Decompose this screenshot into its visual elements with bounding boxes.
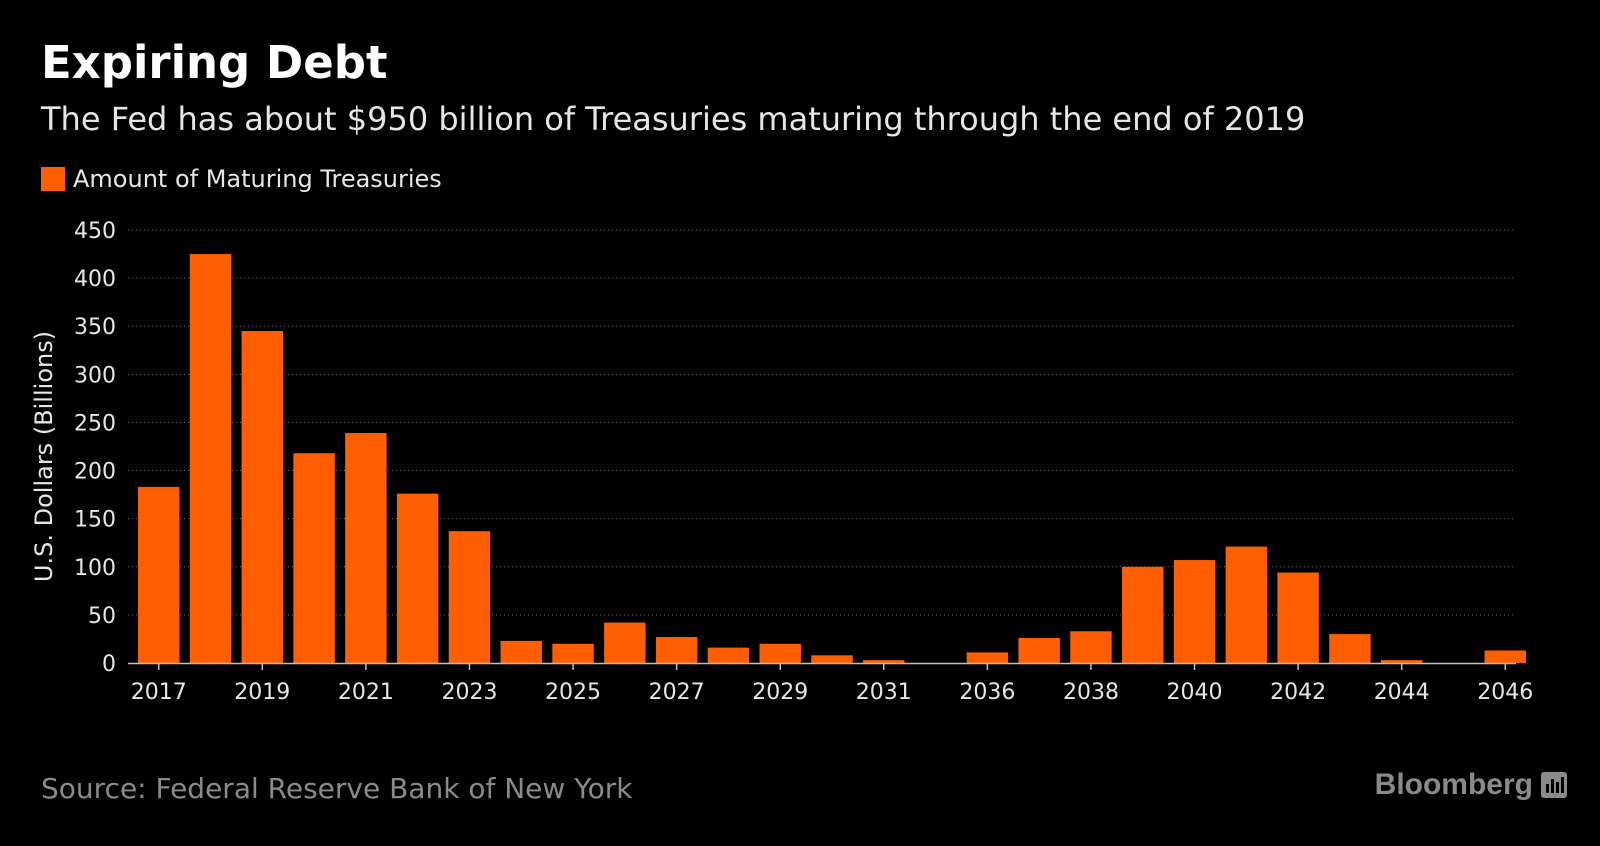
x-tick-label: 2021 (338, 680, 394, 705)
bar-chart-icon (1541, 772, 1567, 798)
bar-2040 (1173, 560, 1216, 663)
bar-2023 (448, 531, 491, 663)
y-tick-label: 200 (74, 460, 116, 485)
bar-2024 (500, 640, 542, 663)
x-tick-label: 2046 (1477, 680, 1533, 705)
bar-2029 (759, 643, 801, 663)
x-tick-label: 2025 (545, 680, 601, 705)
x-tick-label: 2040 (1167, 680, 1223, 705)
bars (138, 254, 1526, 664)
source-note: Source: Federal Reserve Bank of New York (41, 772, 633, 805)
chart-subtitle: The Fed has about $950 billion of Treasu… (41, 100, 1306, 138)
y-tick-label: 50 (88, 604, 116, 629)
legend-label: Amount of Maturing Treasuries (73, 165, 442, 193)
gridlines (128, 229, 1516, 616)
x-tick-label: 2042 (1270, 680, 1326, 705)
x-tick-label: 2031 (856, 680, 912, 705)
brand-name: Bloomberg (1374, 768, 1533, 801)
y-tick-label: 400 (74, 267, 116, 292)
bar-2037 (1018, 637, 1060, 663)
legend: Amount of Maturing Treasuries (41, 165, 442, 193)
y-tick-label: 300 (74, 363, 116, 388)
legend-swatch (41, 167, 65, 191)
chart-title: Expiring Debt (41, 36, 388, 89)
bar-2039 (1122, 566, 1164, 663)
bar-chart: 0 50 100 150 200 250 300 350 400 450 2017 2019 2021… (30, 219, 1533, 705)
bar-2017 (138, 486, 180, 663)
bar-2025 (552, 643, 594, 663)
y-tick-label: 150 (74, 508, 116, 533)
y-axis-label: U.S. Dollars (Billions) (30, 331, 58, 582)
y-tick-label: 100 (74, 556, 116, 581)
x-tick-label: 2044 (1374, 680, 1430, 705)
bar-2044 (1380, 660, 1423, 663)
bar-2028 (707, 647, 750, 663)
x-axis-ticks: 2017 2019 2021 2023 2025 2027 2029 2031 2036 2038… (131, 663, 1533, 705)
bar-2041 (1225, 546, 1268, 663)
x-tick-label: 2038 (1063, 680, 1119, 705)
y-axis-ticks: 0 50 100 150 200 250 300 350 400 450 (74, 219, 116, 677)
bar-2026 (604, 622, 646, 663)
x-tick-label: 2027 (649, 680, 705, 705)
y-tick-label: 350 (74, 315, 116, 340)
bar-2042 (1277, 572, 1319, 663)
bar-2018 (189, 254, 232, 664)
bar-2019 (241, 331, 284, 663)
bar-2043 (1329, 634, 1371, 663)
x-tick-label: 2029 (752, 680, 808, 705)
bar-2020 (293, 453, 335, 663)
bar-2038 (1070, 631, 1112, 663)
brand-logo: Bloomberg (1375, 768, 1567, 802)
y-tick-label: 0 (102, 652, 116, 677)
bar-2022 (396, 493, 439, 663)
bar-2046 (1484, 650, 1526, 663)
bar-2030 (811, 655, 853, 663)
bar-2021 (345, 433, 387, 663)
bar-2036 (966, 652, 1009, 663)
x-tick-label: 2017 (131, 680, 187, 705)
bar-2031 (863, 660, 905, 663)
y-tick-label: 250 (74, 411, 116, 436)
x-tick-label: 2023 (441, 680, 497, 705)
bar-2027 (655, 637, 698, 663)
x-tick-label: 2019 (234, 680, 290, 705)
y-tick-label: 450 (74, 219, 116, 244)
x-tick-label: 2036 (959, 680, 1015, 705)
